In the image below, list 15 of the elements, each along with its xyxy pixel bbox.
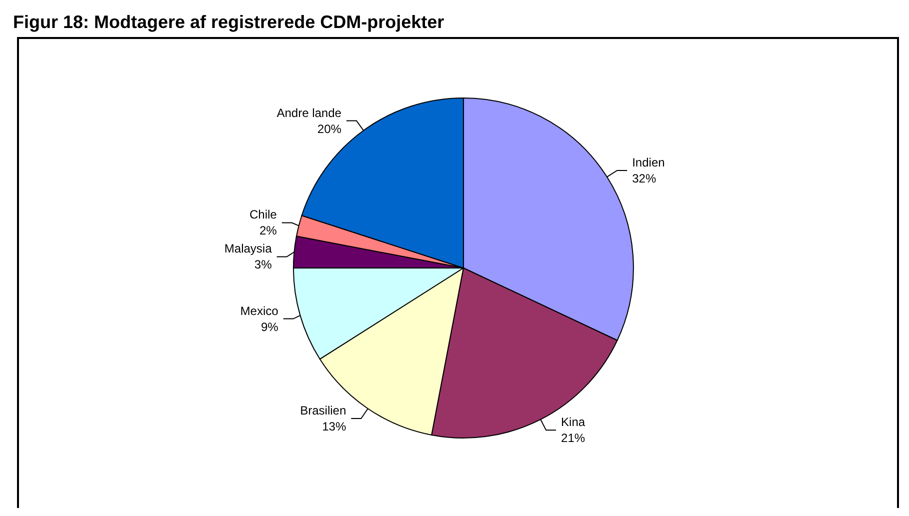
slice-label: Kina [561,415,586,430]
data-label: 20% [317,122,342,136]
slice-label: Brasilien [300,404,346,418]
data-label: 13% [322,420,346,434]
slice-label: Indien [632,155,665,170]
data-label: 2% [260,224,278,238]
slice-label: Malaysia [224,242,272,256]
chart-title: Figur 18: Modtagere af registrerede CDM-projekter [13,12,444,32]
data-label: 32% [632,171,656,186]
slice-label: Chile [249,208,278,222]
data-label: 3% [254,258,272,272]
data-label: 21% [561,431,586,446]
slice-label: Mexico [240,304,279,318]
data-label: 9% [260,320,279,334]
slice-label: Andre lande [276,106,342,120]
